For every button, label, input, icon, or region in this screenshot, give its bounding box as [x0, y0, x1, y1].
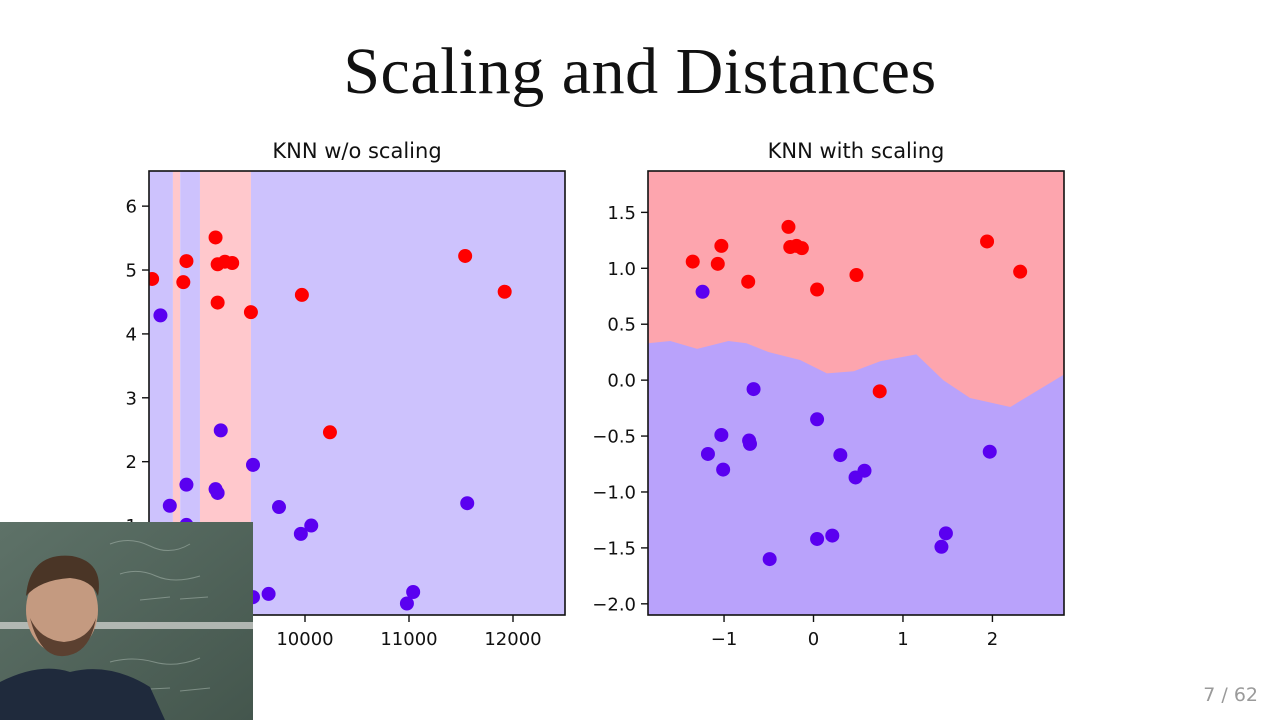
- data-point-class-b: [762, 552, 777, 567]
- data-point-class-b: [213, 423, 228, 438]
- data-point-class-b: [810, 531, 825, 546]
- x-tick-label: 11000: [380, 629, 437, 650]
- x-tick-label: 0: [808, 629, 819, 650]
- data-point-class-b: [272, 500, 286, 515]
- data-point-class-b: [304, 518, 319, 533]
- data-point-class-a: [458, 248, 473, 263]
- data-point-class-b: [938, 526, 953, 541]
- data-point-class-b: [742, 436, 757, 451]
- y-tick-label: 0.5: [607, 315, 636, 336]
- data-point-class-b: [162, 498, 177, 513]
- data-point-class-a: [149, 271, 160, 286]
- data-point-class-b: [210, 485, 225, 500]
- page-number: 7 / 62: [1203, 684, 1258, 706]
- presenter-video: [0, 522, 253, 720]
- data-point-class-b: [261, 586, 276, 601]
- data-point-class-a: [980, 234, 995, 249]
- data-point-class-a: [714, 238, 729, 253]
- data-point-class-a: [781, 219, 796, 234]
- y-tick-label: 5: [126, 261, 137, 282]
- data-point-class-a: [294, 287, 309, 302]
- slide-title: Scaling and Distances: [343, 35, 937, 108]
- data-point-class-b: [825, 528, 840, 543]
- chart-right: −2.0 −1.5 −1.0 −0.5 0.0 0.5 1.0 1.5 −1 0 1 2 KNN wit…: [592, 139, 1065, 650]
- x-tick-label: −1: [711, 629, 738, 650]
- x-tick-label: 1: [897, 629, 908, 650]
- plot-frame: [647, 170, 1065, 616]
- data-point-class-a: [794, 241, 809, 256]
- y-tick-label: 4: [126, 324, 137, 345]
- data-point-class-a: [243, 305, 258, 320]
- plot-area: [648, 171, 1064, 615]
- chart-title: KNN w/o scaling: [272, 139, 441, 163]
- chart-title: KNN with scaling: [768, 139, 945, 163]
- y-tick-label: 1.0: [607, 259, 636, 280]
- data-point-class-b: [700, 446, 715, 461]
- y-tick-label: 0.0: [607, 371, 636, 392]
- y-tick-label: −1.0: [592, 482, 636, 503]
- data-point-class-b: [714, 427, 729, 442]
- y-tick-label: 1.5: [607, 203, 636, 224]
- y-tick-label: −1.5: [592, 538, 636, 559]
- data-point-class-b: [406, 585, 421, 600]
- data-point-class-b: [293, 526, 308, 541]
- data-point-class-a: [872, 384, 887, 399]
- decision-region-a: [172, 171, 181, 615]
- data-point-class-a: [322, 425, 337, 440]
- data-point-class-a: [710, 256, 725, 271]
- y-tick-label: −0.5: [592, 427, 636, 448]
- plot-area: [149, 171, 565, 615]
- data-point-class-b: [716, 462, 731, 477]
- data-point-class-a: [849, 268, 864, 283]
- data-point-class-b: [179, 477, 194, 492]
- data-point-class-b: [934, 539, 949, 554]
- data-point-class-b: [153, 308, 168, 323]
- data-point-class-b: [746, 382, 761, 397]
- webcam-overlay: [0, 522, 253, 720]
- data-point-class-a: [1013, 264, 1028, 279]
- data-point-class-b: [833, 448, 848, 463]
- data-point-class-a: [176, 275, 191, 290]
- x-tick-label: 2: [987, 629, 998, 650]
- x-tick-label: 10000: [276, 629, 333, 650]
- y-tick-label: 3: [126, 388, 137, 409]
- chart-left: 01234569000100001100012000KNN w/o scalin…: [126, 139, 566, 650]
- data-point-class-a: [210, 295, 225, 310]
- data-point-class-b: [810, 412, 825, 427]
- data-point-class-a: [810, 282, 825, 297]
- plot-frame: [148, 170, 566, 616]
- data-point-class-b: [246, 457, 260, 472]
- decision-region-b: [250, 171, 565, 615]
- data-point-class-a: [497, 284, 512, 299]
- data-point-class-a: [208, 230, 223, 245]
- y-tick-label: 6: [126, 197, 137, 218]
- data-point-class-a: [685, 254, 700, 269]
- data-point-class-a: [225, 255, 240, 270]
- y-tick-label: 2: [126, 452, 137, 473]
- data-point-class-b: [399, 596, 414, 611]
- data-point-class-a: [179, 254, 194, 269]
- data-point-class-b: [695, 284, 710, 299]
- data-point-class-b: [857, 463, 872, 478]
- x-tick-label: 12000: [484, 629, 541, 650]
- data-point-class-b: [460, 496, 475, 511]
- data-point-class-a: [741, 274, 756, 289]
- data-point-class-b: [982, 444, 997, 459]
- y-tick-label: −2.0: [592, 594, 636, 615]
